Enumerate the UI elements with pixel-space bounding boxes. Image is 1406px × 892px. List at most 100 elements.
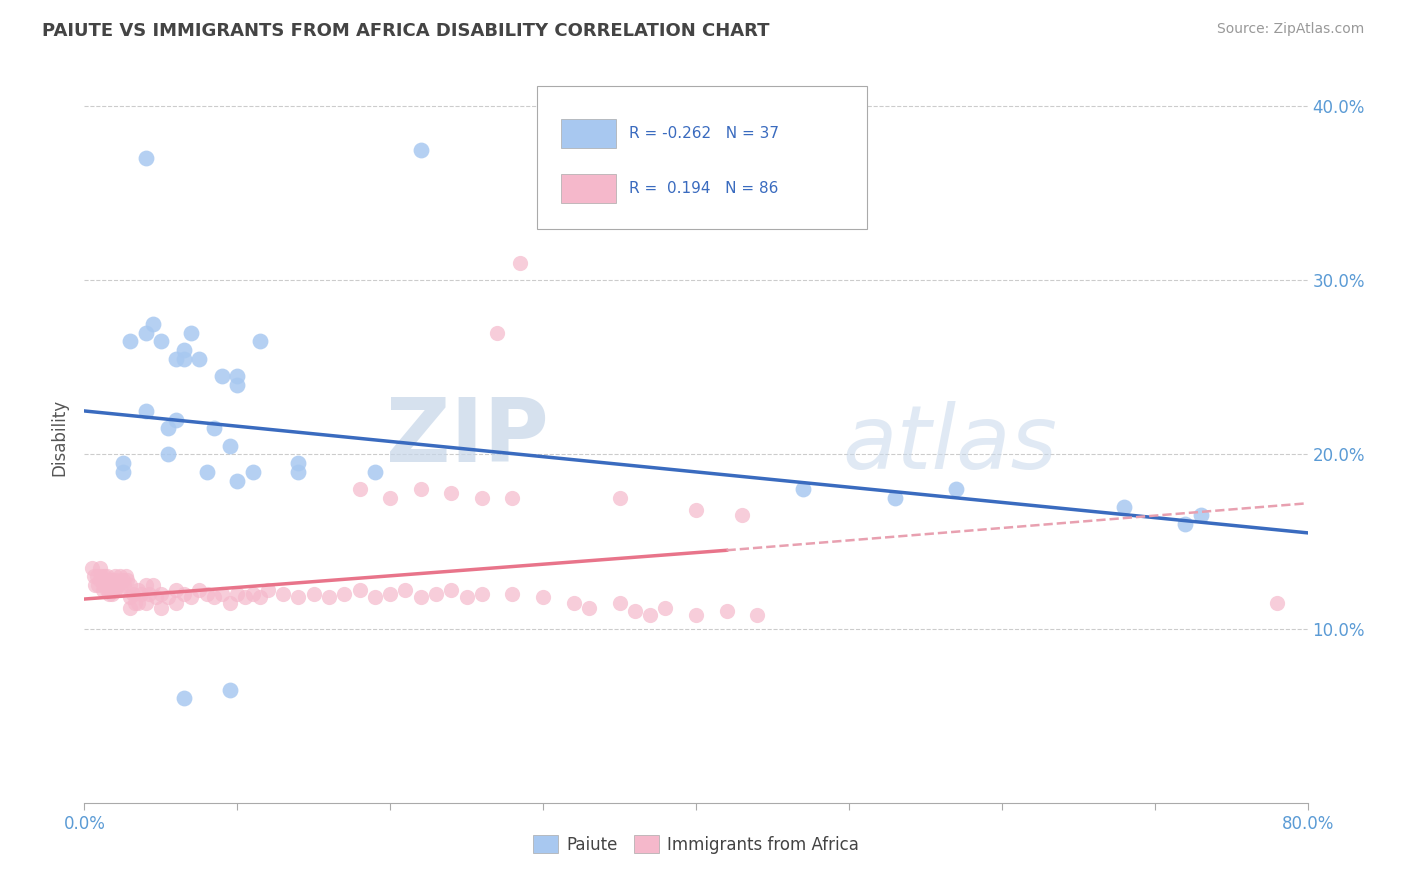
Point <box>145 591 167 605</box>
Point <box>111 573 134 587</box>
Point <box>135 152 157 166</box>
Point <box>112 578 135 592</box>
Point <box>93 578 115 592</box>
Point <box>302 587 325 601</box>
Point <box>124 595 146 609</box>
Point <box>195 465 218 479</box>
Point <box>211 369 233 384</box>
Point <box>486 326 509 340</box>
FancyBboxPatch shape <box>537 86 868 228</box>
Point <box>122 587 145 601</box>
Point <box>157 421 180 435</box>
Point <box>90 569 112 583</box>
Point <box>226 587 249 601</box>
Point <box>609 595 631 609</box>
Point <box>394 583 416 598</box>
Point <box>142 317 165 331</box>
Point <box>94 573 117 587</box>
Point <box>409 591 432 605</box>
Text: atlas: atlas <box>842 401 1057 487</box>
Point <box>226 369 249 384</box>
Point <box>114 569 136 583</box>
Point <box>83 569 105 583</box>
Point <box>157 448 180 462</box>
Point <box>1174 517 1197 532</box>
Point <box>502 491 524 505</box>
Point <box>716 604 738 618</box>
Point <box>471 491 494 505</box>
Point <box>142 578 165 592</box>
Point <box>349 483 371 497</box>
Point <box>202 591 225 605</box>
Point <box>380 587 402 601</box>
Point <box>86 569 108 583</box>
Point <box>80 560 103 574</box>
Point <box>945 483 967 497</box>
Point <box>120 334 142 349</box>
Point <box>149 587 172 601</box>
Point <box>318 591 340 605</box>
Point <box>624 604 647 618</box>
Point <box>654 600 676 615</box>
Point <box>731 508 754 523</box>
Point <box>101 587 124 601</box>
Point <box>188 583 211 598</box>
Point <box>138 587 160 601</box>
Point <box>129 587 152 601</box>
Point <box>97 573 120 587</box>
Point <box>91 583 114 598</box>
Point <box>149 334 172 349</box>
Point <box>89 573 111 587</box>
Text: R = -0.262   N = 37: R = -0.262 N = 37 <box>628 126 779 141</box>
Point <box>120 578 142 592</box>
Point <box>135 404 157 418</box>
Point <box>440 485 463 500</box>
Point <box>685 503 707 517</box>
Point <box>87 578 110 592</box>
Point <box>242 465 264 479</box>
Point <box>120 600 142 615</box>
Point <box>409 143 432 157</box>
Point <box>509 256 531 270</box>
Point <box>638 607 661 622</box>
Point <box>218 682 240 697</box>
Point <box>135 595 157 609</box>
Point <box>349 583 371 598</box>
Point <box>578 600 600 615</box>
Point <box>135 326 157 340</box>
Text: PAIUTE VS IMMIGRANTS FROM AFRICA DISABILITY CORRELATION CHART: PAIUTE VS IMMIGRANTS FROM AFRICA DISABIL… <box>42 22 769 40</box>
Point <box>380 491 402 505</box>
Point <box>84 578 107 592</box>
Point <box>409 483 432 497</box>
Point <box>111 456 134 470</box>
Point <box>165 595 187 609</box>
Point <box>425 587 447 601</box>
Point <box>105 573 128 587</box>
Legend: Paiute, Immigrants from Africa: Paiute, Immigrants from Africa <box>526 829 866 860</box>
Point <box>218 595 240 609</box>
Point <box>502 587 524 601</box>
Point <box>91 573 114 587</box>
Point <box>149 600 172 615</box>
Point <box>180 591 202 605</box>
Point <box>747 607 769 622</box>
Point <box>287 456 309 470</box>
Point <box>226 474 249 488</box>
Bar <box>561 119 616 148</box>
Point <box>98 578 121 592</box>
Point <box>471 587 494 601</box>
Point <box>89 560 111 574</box>
Text: Source: ZipAtlas.com: Source: ZipAtlas.com <box>1216 22 1364 37</box>
Point <box>108 569 131 583</box>
Point <box>249 591 271 605</box>
Point <box>233 591 256 605</box>
Point <box>173 351 195 366</box>
Point <box>103 578 125 592</box>
Point <box>242 587 264 601</box>
Point <box>104 583 127 598</box>
Point <box>165 351 187 366</box>
Point <box>107 578 129 592</box>
Point <box>165 412 187 426</box>
Point <box>97 587 120 601</box>
Point <box>609 491 631 505</box>
